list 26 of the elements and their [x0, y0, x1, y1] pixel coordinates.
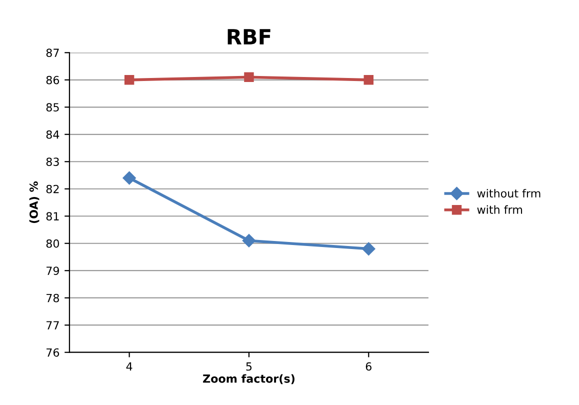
y-tick-label: 77: [46, 321, 59, 330]
y-tick-label: 78: [46, 294, 59, 302]
point: [364, 75, 374, 85]
y-tick-label: 76: [46, 348, 60, 357]
point: [244, 72, 254, 82]
y-tick-label: 80: [46, 239, 60, 248]
point: [362, 242, 376, 256]
y-tick-label: 85: [46, 103, 59, 112]
chart-title: RBF: [228, 29, 270, 44]
x-axis-title: Zoom factor(s): [203, 374, 294, 384]
point: [122, 171, 136, 185]
y-tick-label: 83: [46, 158, 59, 166]
y-tick-label: 87: [46, 48, 59, 58]
y-tick-label: 79: [46, 266, 59, 275]
y-tick-label: 84: [46, 130, 60, 139]
x-tick-label: 5: [246, 362, 252, 371]
point: [242, 234, 256, 248]
point: [124, 75, 134, 85]
legend-label: with frm: [477, 205, 522, 214]
legend-label: without frm: [477, 188, 540, 198]
y-tick-label: 81: [46, 212, 59, 220]
y-axis-title: (OA) %: [29, 181, 40, 223]
y-tick-label: 82: [46, 184, 59, 194]
y-tick-label: 86: [46, 76, 60, 84]
x-tick-label: 4: [126, 362, 132, 371]
x-tick-label: 6: [366, 362, 372, 371]
